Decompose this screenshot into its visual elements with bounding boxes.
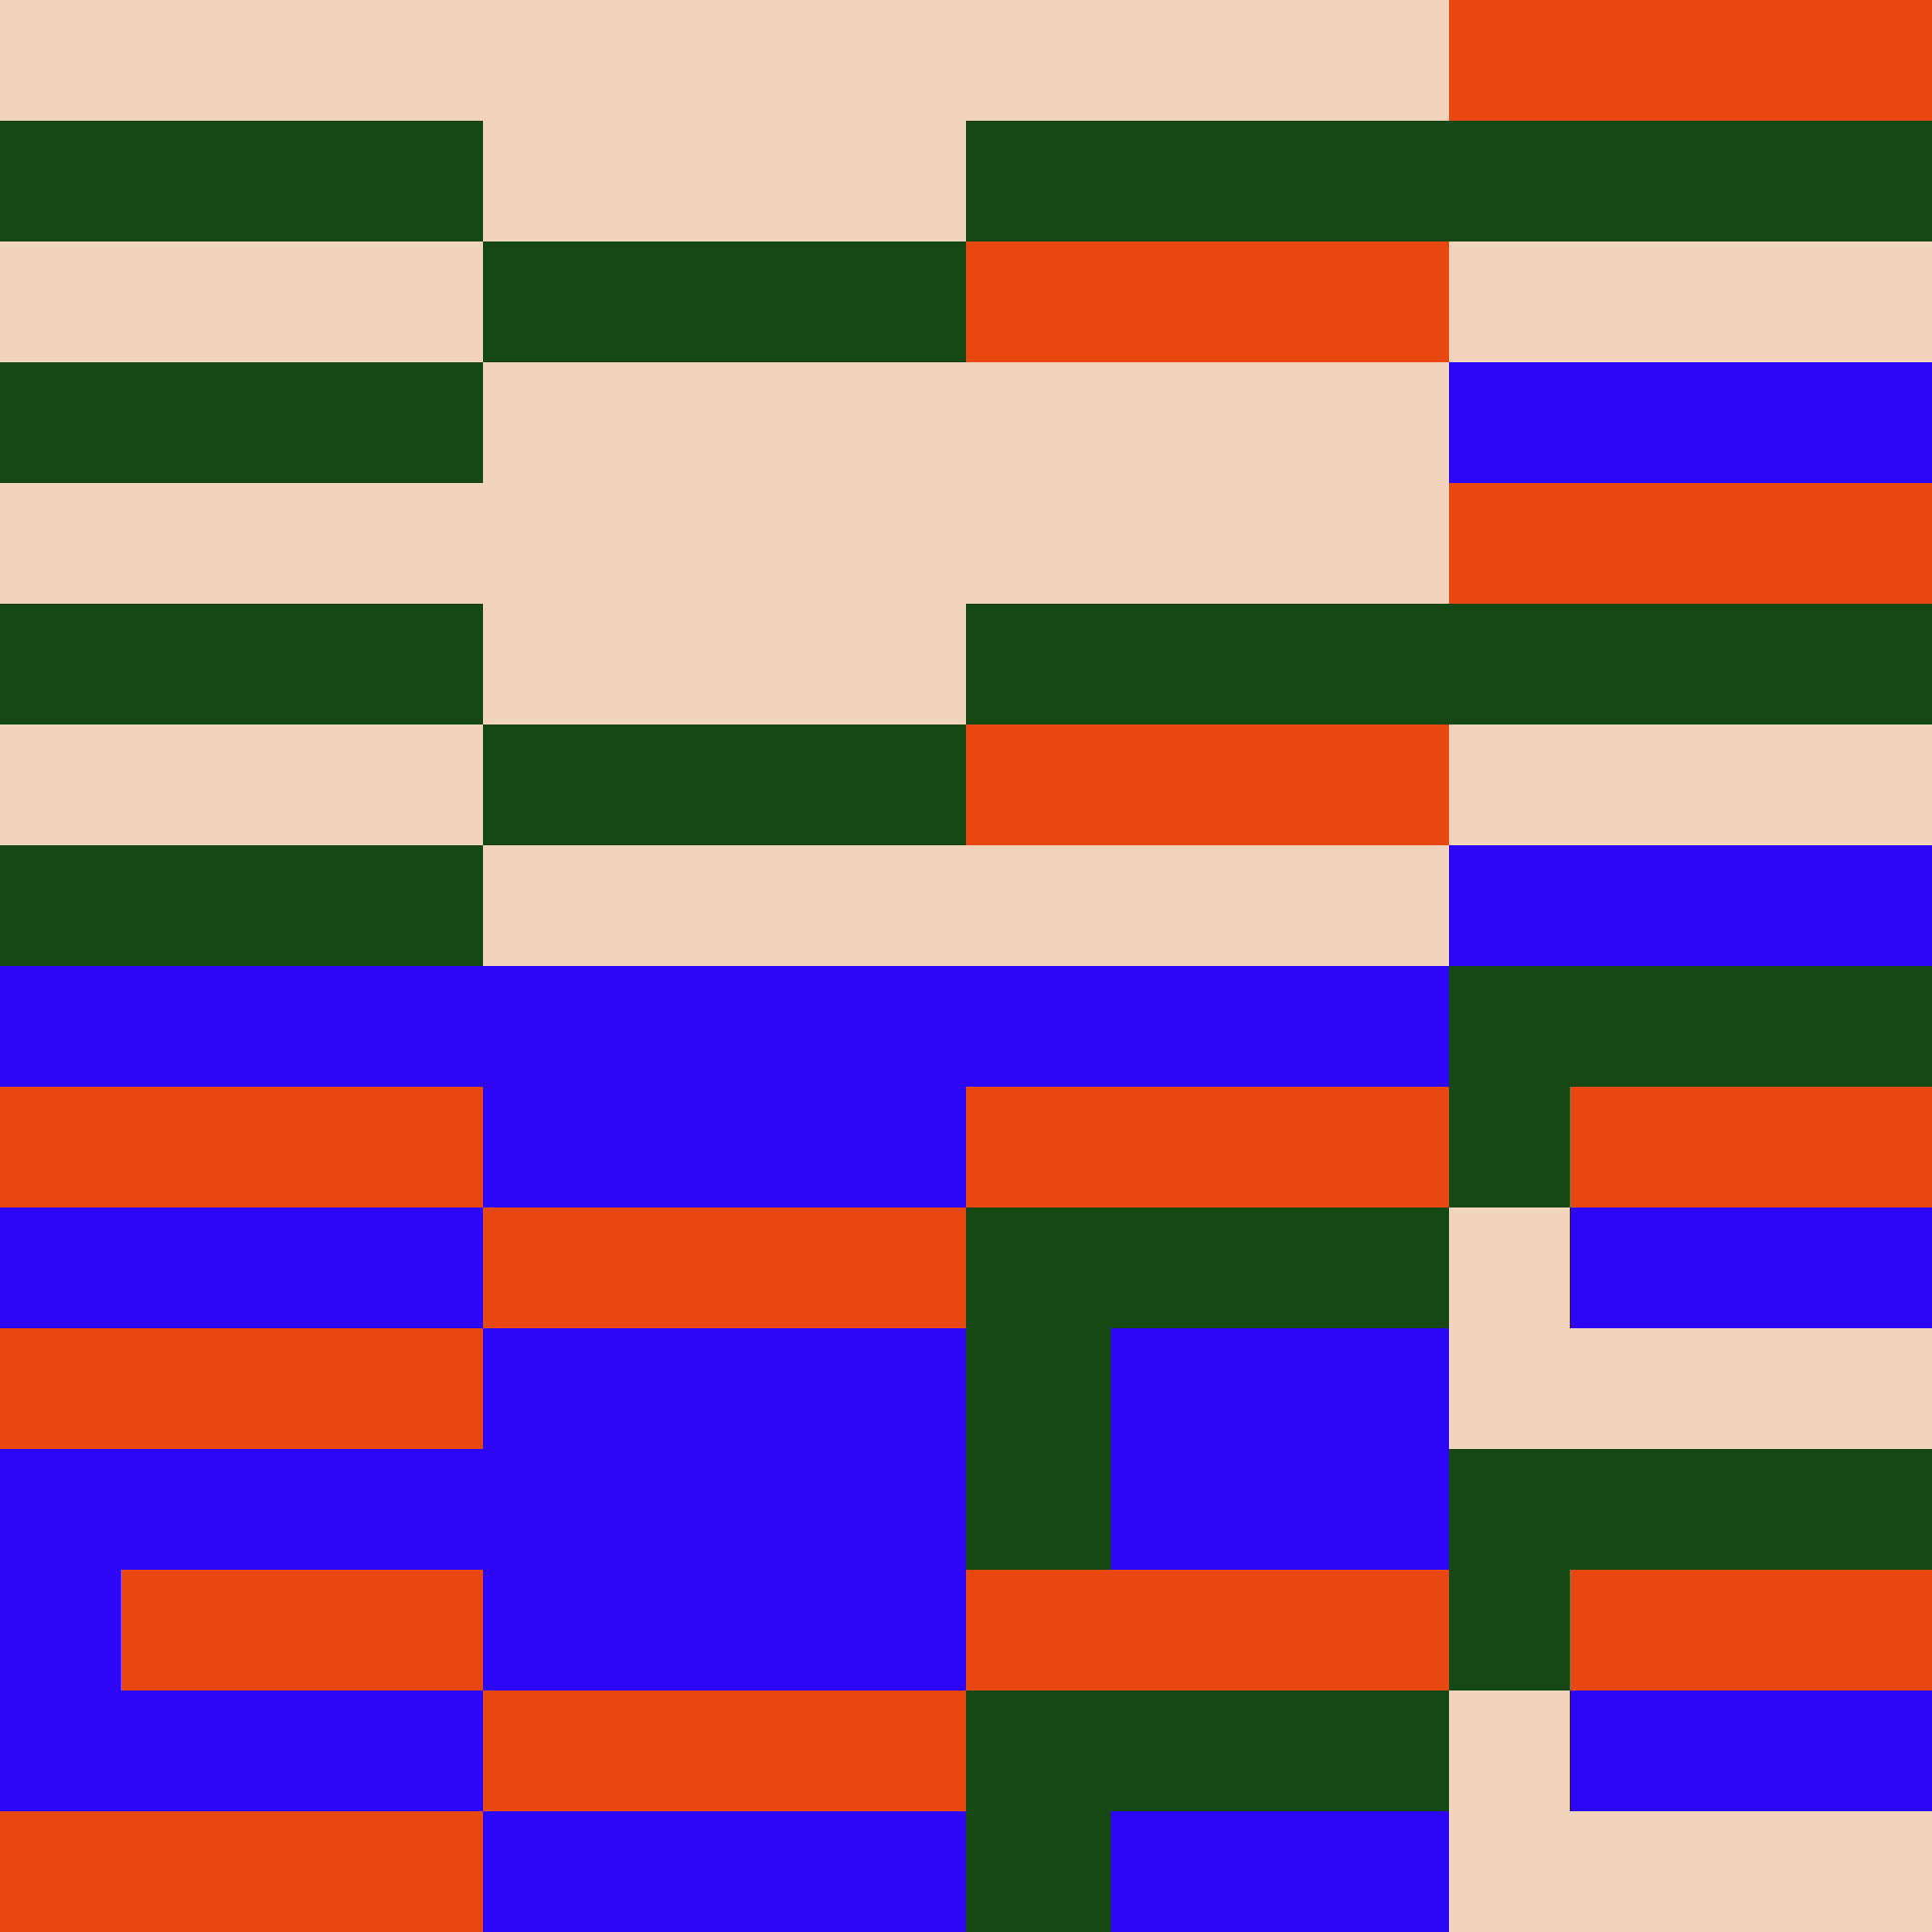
color-block-r12-c1-orange xyxy=(0,1328,483,1449)
color-block-r10-c3-orange xyxy=(966,1087,1449,1208)
color-block-r8-c1-green xyxy=(0,845,483,966)
color-block-r15-c5-blue xyxy=(1570,1690,1932,1811)
color-block-r10-c4-green xyxy=(1449,1087,1570,1208)
color-block-r11-c2-orange xyxy=(483,1208,966,1328)
color-block-r3-c1-peach xyxy=(0,242,483,362)
color-block-r3-c4-5-peach xyxy=(1449,242,1932,362)
color-block-r9-c1-3-blue xyxy=(0,966,1449,1087)
color-block-r7-c1-peach xyxy=(0,724,483,845)
color-block-r10-c5-orange xyxy=(1570,1087,1932,1208)
color-block-r7-c4-5-peach xyxy=(1449,724,1932,845)
color-block-r12-c2-blue xyxy=(483,1328,966,1449)
color-block-r7-c2-green xyxy=(483,724,966,845)
color-block-r7-c3-orange xyxy=(966,724,1449,845)
color-block-r15-c3-green xyxy=(966,1690,1449,1811)
color-block-r6-c3-5-green xyxy=(966,604,1932,724)
color-block-r12-c3a-green xyxy=(966,1328,1111,1449)
color-block-r9-c4-5-green xyxy=(1449,966,1932,1087)
color-block-r16-c2-blue xyxy=(483,1811,966,1932)
color-block-r16-c3b-blue xyxy=(1111,1811,1449,1932)
color-block-r3-c2-green xyxy=(483,242,966,362)
color-block-r15-c2-orange xyxy=(483,1690,966,1811)
color-block-r2-c1-green xyxy=(0,121,483,242)
color-block-r8-c2-3-peach xyxy=(483,845,1449,966)
color-block-r11-c4-peach xyxy=(1449,1208,1570,1328)
color-block-r14-c1a-blue xyxy=(0,1570,121,1690)
color-block-r3-c3-orange xyxy=(966,242,1449,362)
color-block-r4-c2-3-peach xyxy=(483,362,1449,483)
color-block-r4-c4-5-blue xyxy=(1449,362,1932,483)
color-block-r11-c1-blue xyxy=(0,1208,483,1328)
color-block-r4-c1-green xyxy=(0,362,483,483)
color-block-r15-c1-blue xyxy=(0,1690,483,1811)
color-block-r2-c2-peach xyxy=(483,121,966,242)
color-block-r13-c3b-blue xyxy=(1111,1449,1449,1570)
color-block-r15-c4-peach xyxy=(1449,1690,1570,1811)
color-block-r11-c5-blue xyxy=(1570,1208,1932,1328)
color-block-r14-c1b-orange xyxy=(121,1570,483,1690)
color-block-r5-c1-3-peach xyxy=(0,483,1449,604)
color-block-r8-c4-5-blue xyxy=(1449,845,1932,966)
color-block-r14-c2-blue xyxy=(483,1570,966,1690)
color-block-r2-c3-5-green xyxy=(966,121,1932,242)
color-block-r14-c3-orange xyxy=(966,1570,1449,1690)
color-block-r11-c3-green xyxy=(966,1208,1449,1328)
color-block-r1-c5-orange xyxy=(1449,0,1932,121)
color-block-r16-c3a-green xyxy=(966,1811,1111,1932)
color-block-r14-c5-orange xyxy=(1570,1570,1932,1690)
color-block-r12-c3b-blue xyxy=(1111,1328,1449,1449)
color-block-r13-c4-5-green xyxy=(1449,1449,1932,1570)
color-block-r5-c4-5-orange xyxy=(1449,483,1932,604)
color-block-r14-c4-green xyxy=(1449,1570,1570,1690)
color-block-r10-c1-orange xyxy=(0,1087,483,1208)
color-block-r13-c1-2-blue xyxy=(0,1449,966,1570)
color-block-r10-c2-blue xyxy=(483,1087,966,1208)
color-block-r16-c1-orange xyxy=(0,1811,483,1932)
color-block-r16-c4-5-peach xyxy=(1449,1811,1932,1932)
color-block-r12-c4-5-peach xyxy=(1449,1328,1932,1449)
color-block-r13-c3a-green xyxy=(966,1449,1111,1570)
color-block-r6-c2-peach xyxy=(483,604,966,724)
color-block-r6-c1-green xyxy=(0,604,483,724)
color-block-r1-c1-4-peach xyxy=(0,0,1449,121)
